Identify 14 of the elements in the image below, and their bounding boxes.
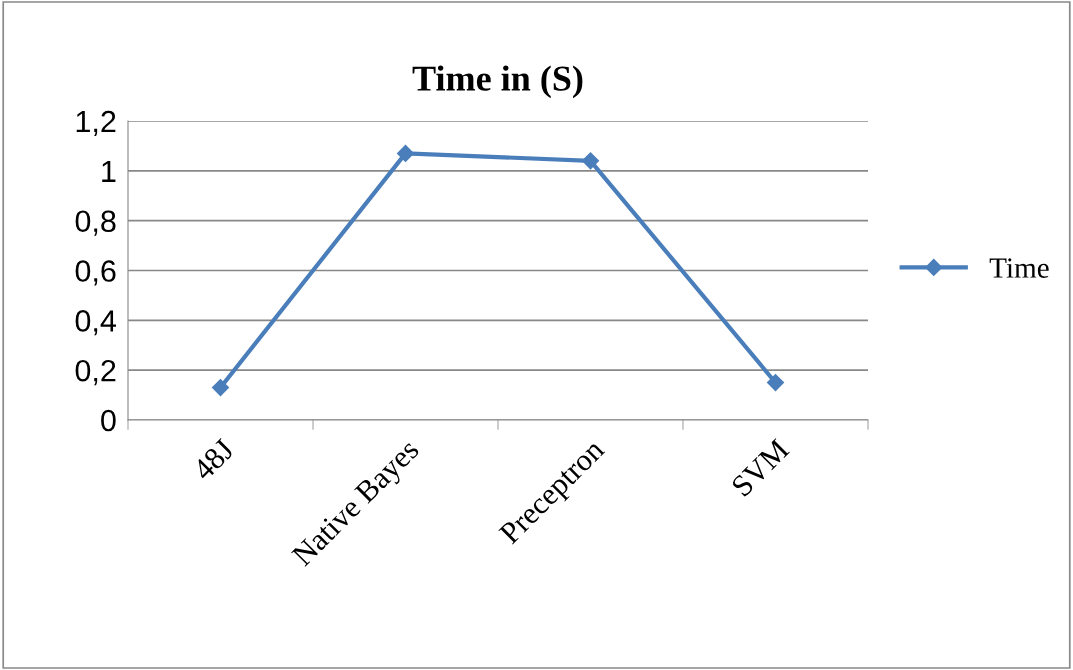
y-tick-label: 0,2 <box>75 359 116 386</box>
point <box>766 374 785 392</box>
point <box>211 379 230 397</box>
y-tick-label: 1 <box>102 160 116 182</box>
point <box>581 152 600 170</box>
x-tick-label: 48J <box>191 437 236 482</box>
chart-title: Time in (S) <box>412 65 583 99</box>
point <box>396 144 415 162</box>
legend-label: Time <box>989 258 1049 278</box>
y-tick-label: 0,6 <box>75 260 116 286</box>
y-tick-label: 0,8 <box>75 210 116 236</box>
y-tick-label: 0,4 <box>75 310 116 336</box>
y-tick-label: 1,2 <box>76 110 116 136</box>
y-tick-label: 0 <box>101 409 116 432</box>
